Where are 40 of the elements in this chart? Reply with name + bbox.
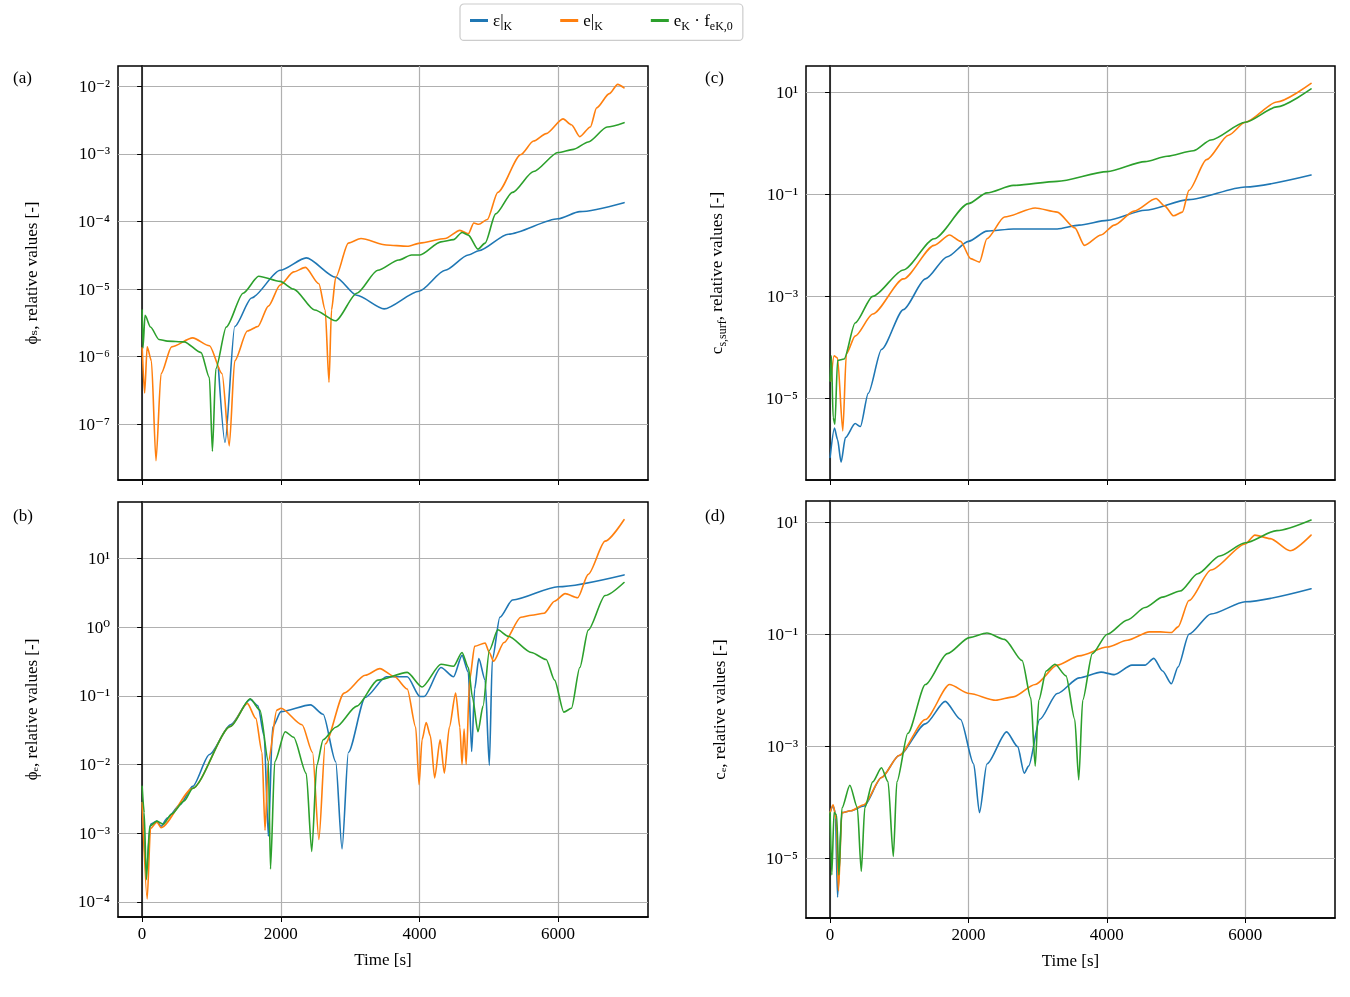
- y-tick-label: 10⁻⁷: [78, 414, 111, 434]
- y-tick-label: 10⁻³: [766, 286, 798, 306]
- chart-title: (d): [705, 506, 725, 525]
- x-tick-label: 6000: [1228, 925, 1263, 944]
- y-tick-label: 10⁻¹: [766, 624, 798, 644]
- chart-title: (c): [705, 68, 724, 87]
- y-axis-title: ϕₑ, relative values [-]: [22, 638, 41, 781]
- x-tick-label: 4000: [1089, 925, 1124, 944]
- x-axis-title: Time [s]: [354, 950, 412, 969]
- y-tick-label: 10⁻⁵: [78, 279, 111, 299]
- line-series: [829, 174, 1312, 463]
- y-axis-title: ϕₛ, relative values [-]: [22, 201, 41, 345]
- y-tick-label: 10⁰: [86, 617, 111, 637]
- x-axis-title: Time [s]: [1041, 951, 1100, 970]
- line-series: [217, 201, 625, 444]
- y-tick-label: 10¹: [87, 549, 110, 569]
- y-tick-label: 10⁻²: [78, 755, 110, 775]
- y-tick-label: 10⁻⁴: [78, 892, 111, 912]
- chart-title: (a): [13, 68, 32, 87]
- y-axis-title: cₑ, relative values [-]: [710, 639, 729, 780]
- y-tick-label: 10⁻¹: [78, 686, 110, 706]
- y-tick-label: 10⁻³: [766, 736, 798, 756]
- x-tick-label: 0: [825, 925, 835, 944]
- y-tick-label: 10⁻⁵: [766, 388, 799, 408]
- x-tick-label: 2000: [263, 924, 298, 943]
- y-tick-label: 10⁻²: [78, 76, 110, 96]
- y-tick-label: 10¹: [775, 82, 798, 102]
- x-tick-label: 2000: [951, 925, 986, 944]
- x-tick-label: 6000: [541, 924, 576, 943]
- y-tick-label: 10⁻⁴: [78, 212, 111, 232]
- y-tick-label: 10⁻³: [78, 823, 110, 843]
- line-series: [141, 518, 625, 900]
- y-tick-label: 10⁻⁶: [78, 347, 111, 367]
- y-tick-label: 10⁻³: [78, 144, 110, 164]
- chart-title: (b): [13, 506, 33, 525]
- y-tick-label: 10⁻⁵: [766, 848, 799, 868]
- y-tick-label: 10¹: [775, 512, 798, 532]
- x-tick-label: 0: [137, 924, 147, 943]
- y-tick-label: 10⁻¹: [766, 184, 798, 204]
- x-tick-label: 4000: [402, 924, 437, 943]
